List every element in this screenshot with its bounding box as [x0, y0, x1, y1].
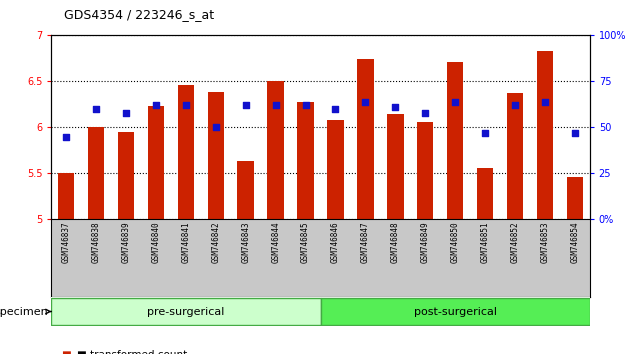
Text: GSM746837: GSM746837: [62, 222, 71, 263]
Point: [450, 99, 460, 104]
Bar: [320, 298, 590, 325]
Bar: [357, 59, 374, 219]
Point: [181, 103, 191, 108]
Bar: [477, 168, 494, 219]
Text: ■ transformed count: ■ transformed count: [77, 350, 187, 354]
Bar: [387, 114, 404, 219]
Text: GSM746847: GSM746847: [361, 222, 370, 263]
Point: [61, 134, 71, 139]
Text: GSM746846: GSM746846: [331, 222, 340, 263]
Bar: [58, 172, 74, 219]
Point: [121, 110, 131, 115]
Text: post-surgerical: post-surgerical: [413, 307, 497, 316]
Point: [480, 130, 490, 136]
Bar: [88, 127, 104, 219]
Bar: [447, 62, 463, 219]
Text: GSM746840: GSM746840: [151, 222, 160, 263]
Point: [540, 99, 550, 104]
Bar: [147, 106, 164, 219]
Point: [420, 110, 430, 115]
Text: GSM746853: GSM746853: [540, 222, 549, 263]
Bar: [267, 81, 284, 219]
Point: [570, 130, 580, 136]
Bar: [178, 85, 194, 219]
Point: [390, 104, 401, 110]
Point: [510, 103, 520, 108]
Text: ■: ■: [61, 350, 71, 354]
Point: [211, 125, 221, 130]
Point: [360, 99, 370, 104]
Bar: [118, 132, 135, 219]
Text: GSM746839: GSM746839: [122, 222, 131, 263]
Bar: [237, 161, 254, 219]
Bar: [297, 102, 314, 219]
Text: GSM746849: GSM746849: [420, 222, 429, 263]
Point: [91, 106, 101, 112]
Point: [271, 103, 281, 108]
Point: [330, 106, 340, 112]
Text: GSM746842: GSM746842: [212, 222, 221, 263]
Text: specimen: specimen: [0, 307, 48, 316]
Text: GSM746848: GSM746848: [391, 222, 400, 263]
Bar: [567, 177, 583, 219]
Text: GSM746843: GSM746843: [241, 222, 250, 263]
Text: GDS4354 / 223246_s_at: GDS4354 / 223246_s_at: [64, 8, 214, 21]
Bar: [537, 51, 553, 219]
Bar: [208, 92, 224, 219]
Text: GSM746844: GSM746844: [271, 222, 280, 263]
Text: GSM746850: GSM746850: [451, 222, 460, 263]
Bar: [328, 120, 344, 219]
Text: GSM746851: GSM746851: [481, 222, 490, 263]
Bar: [507, 93, 523, 219]
Text: GSM746845: GSM746845: [301, 222, 310, 263]
Point: [151, 103, 161, 108]
Point: [301, 103, 311, 108]
Text: GSM746854: GSM746854: [570, 222, 579, 263]
Bar: [417, 122, 433, 219]
Text: GSM746838: GSM746838: [92, 222, 101, 263]
Bar: [51, 298, 320, 325]
Point: [240, 103, 251, 108]
Text: GSM746852: GSM746852: [510, 222, 519, 263]
Text: pre-surgerical: pre-surgerical: [147, 307, 224, 316]
Text: GSM746841: GSM746841: [181, 222, 190, 263]
